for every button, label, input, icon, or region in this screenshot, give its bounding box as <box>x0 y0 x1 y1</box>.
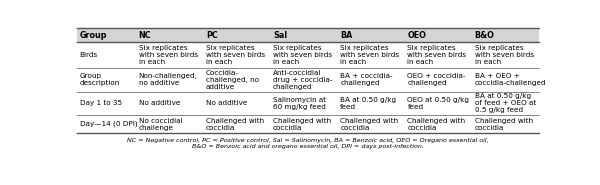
Text: Group: Group <box>80 31 107 40</box>
Text: OEO: OEO <box>407 31 427 40</box>
Text: Challenged with
coccidia: Challenged with coccidia <box>475 118 533 131</box>
Text: Sal: Sal <box>273 31 287 40</box>
Text: BA at 0.50 g/kg
of feed + OEO at
0.5 g/kg feed: BA at 0.50 g/kg of feed + OEO at 0.5 g/k… <box>475 93 536 113</box>
Text: Challenged with
coccidia: Challenged with coccidia <box>407 118 466 131</box>
Text: Challenged with
coccidia: Challenged with coccidia <box>273 118 331 131</box>
Text: OEO at 0.50 g/kg
feed: OEO at 0.50 g/kg feed <box>407 97 469 110</box>
Text: Six replicates
with seven birds
in each: Six replicates with seven birds in each <box>139 45 198 65</box>
Text: No additive: No additive <box>139 100 180 106</box>
Text: Six replicates
with seven birds
in each: Six replicates with seven birds in each <box>206 45 265 65</box>
Text: Challenged with
coccidia: Challenged with coccidia <box>206 118 264 131</box>
Text: Challenged with
coccidia: Challenged with coccidia <box>340 118 398 131</box>
Text: OEO + coccidia-
challenged: OEO + coccidia- challenged <box>407 73 466 86</box>
Text: B&O: B&O <box>475 31 494 40</box>
Text: Day—14 (0 DPI): Day—14 (0 DPI) <box>80 121 137 127</box>
Text: Coccidia-
challenged, no
additive: Coccidia- challenged, no additive <box>206 70 259 90</box>
Text: Group
description: Group description <box>80 73 120 86</box>
Text: PC: PC <box>206 31 218 40</box>
Text: Birds: Birds <box>80 52 98 58</box>
Text: BA + coccidia-
challenged: BA + coccidia- challenged <box>340 73 393 86</box>
Text: BA at 0.50 g/kg
feed: BA at 0.50 g/kg feed <box>340 97 397 110</box>
Text: Non-challenged,
no additive: Non-challenged, no additive <box>139 73 197 86</box>
Text: Anti-coccidial
drug + coccidia-
challenged: Anti-coccidial drug + coccidia- challeng… <box>273 70 332 90</box>
Text: Day 1 to 35: Day 1 to 35 <box>80 100 122 106</box>
Text: No additive: No additive <box>206 100 247 106</box>
Text: Six replicates
with seven birds
in each: Six replicates with seven birds in each <box>407 45 467 65</box>
Text: BA: BA <box>340 31 353 40</box>
Text: Six replicates
with seven birds
in each: Six replicates with seven birds in each <box>273 45 332 65</box>
Text: Six replicates
with seven birds
in each: Six replicates with seven birds in each <box>475 45 534 65</box>
Text: NC = Negative control, PC = Positive control, Sal = Salinomycin, BA = Benzoic ac: NC = Negative control, PC = Positive con… <box>127 138 488 149</box>
Text: NC: NC <box>139 31 151 40</box>
Text: No coccidial
challenge: No coccidial challenge <box>139 118 182 131</box>
Bar <box>77 28 539 42</box>
Text: BA + OEO +
coccidia-challenged: BA + OEO + coccidia-challenged <box>475 73 547 86</box>
Text: Salinomycin at
60 mg/kg feed: Salinomycin at 60 mg/kg feed <box>273 97 326 110</box>
Text: Six replicates
with seven birds
in each: Six replicates with seven birds in each <box>340 45 400 65</box>
